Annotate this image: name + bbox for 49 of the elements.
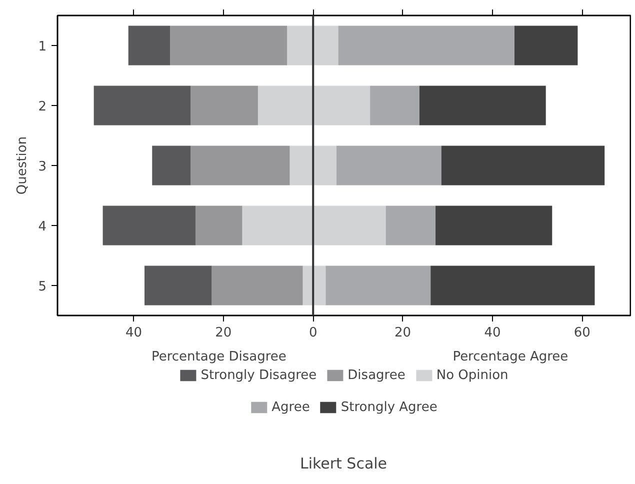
bar xyxy=(436,206,552,246)
legend-label: Strongly Disagree xyxy=(200,367,317,383)
bar xyxy=(212,266,303,306)
bar xyxy=(313,266,326,306)
bar xyxy=(313,146,336,186)
bar xyxy=(94,86,191,126)
bar xyxy=(144,266,212,306)
bar xyxy=(326,266,431,306)
bar xyxy=(287,26,314,66)
x-tick-label: 40 xyxy=(125,326,142,340)
x-tick-label: 20 xyxy=(394,326,412,340)
bar xyxy=(258,86,314,126)
bar xyxy=(338,26,514,66)
x-tick-label: 0 xyxy=(308,326,318,340)
bar xyxy=(419,86,546,126)
y-tick-label: 1 xyxy=(38,40,47,54)
y-axis-title: Question xyxy=(15,136,30,195)
bar xyxy=(152,146,191,186)
bar xyxy=(190,86,258,126)
bar xyxy=(386,206,436,246)
bar xyxy=(313,26,338,66)
legend-label: Strongly Agree xyxy=(340,399,438,415)
bar xyxy=(196,206,242,246)
bar xyxy=(290,146,314,186)
text: Percentage Disagree xyxy=(151,350,286,364)
legend-label: Disagree xyxy=(348,367,406,383)
bar xyxy=(430,266,595,306)
y-tick-label: 2 xyxy=(38,100,47,114)
bar xyxy=(170,26,288,66)
text: Percentage Agree xyxy=(452,350,568,364)
bar xyxy=(313,206,386,246)
y-tick-label: 5 xyxy=(38,280,47,294)
legend-label: No Opinion xyxy=(436,367,508,383)
legend-label: Agree xyxy=(272,399,310,415)
bar xyxy=(128,26,170,66)
x-tick-label: 20 xyxy=(215,326,232,340)
y-tick-label: 3 xyxy=(38,160,47,174)
bar xyxy=(190,146,290,186)
x-tick-label: 60 xyxy=(574,326,590,340)
text: Likert Scale xyxy=(300,454,388,472)
bar xyxy=(102,206,196,246)
x-tick-label: 40 xyxy=(484,326,501,340)
bar xyxy=(514,26,578,66)
bar xyxy=(441,146,605,186)
bar xyxy=(313,86,370,126)
bar xyxy=(370,86,420,126)
y-tick-label: 4 xyxy=(38,220,47,234)
bar xyxy=(242,206,314,246)
bar xyxy=(336,146,442,186)
